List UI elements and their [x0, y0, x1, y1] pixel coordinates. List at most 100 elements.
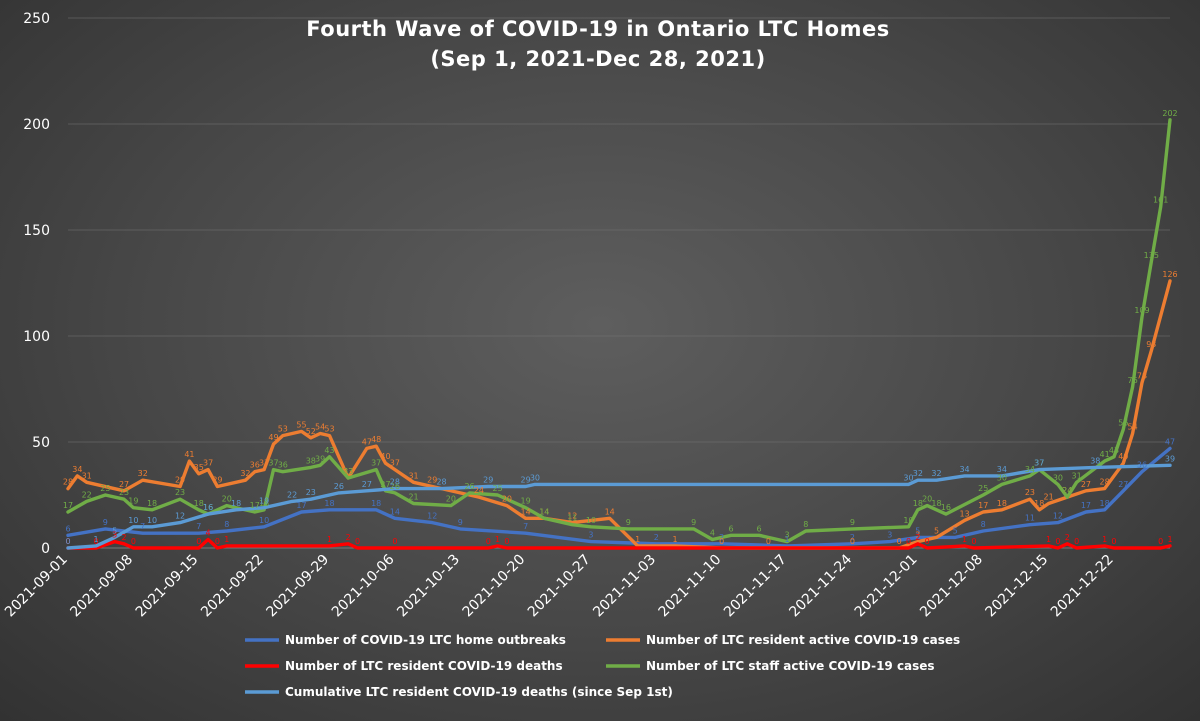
data-label: 40: [1118, 452, 1128, 461]
data-label: 31: [1072, 471, 1082, 480]
data-label: 16: [941, 503, 951, 512]
data-label: 10: [128, 516, 138, 525]
data-label: 29: [521, 476, 531, 485]
data-label: 39: [1165, 454, 1175, 463]
data-label: 1: [1167, 535, 1172, 544]
data-label: 20: [446, 495, 456, 504]
series-line: [66, 537, 1172, 550]
y-tick-label: 200: [23, 117, 50, 133]
data-label: 14: [605, 507, 615, 516]
data-label: 3: [915, 531, 920, 540]
data-label: 18: [324, 499, 334, 508]
data-label: 38: [1090, 456, 1100, 465]
y-tick-label: 0: [41, 541, 50, 557]
series-line: [66, 446, 1172, 548]
data-label: 0: [925, 537, 930, 546]
data-label: 56: [1118, 418, 1128, 427]
data-label: 21: [1043, 492, 1053, 501]
data-label: 24: [474, 486, 484, 495]
data-label: 23: [306, 488, 316, 497]
data-label: 2: [1065, 533, 1070, 542]
data-label: 31: [82, 471, 92, 480]
data-label: 18: [147, 499, 157, 508]
x-tick-label: 2021-12-01: [852, 552, 921, 621]
data-label: 16: [203, 503, 213, 512]
data-label: 25: [100, 484, 110, 493]
data-label: 18: [231, 499, 241, 508]
data-label: 49: [268, 433, 278, 442]
x-tick-label: 2021-11-10: [656, 552, 725, 621]
data-label: 1: [495, 535, 500, 544]
data-label: 0: [215, 537, 220, 546]
data-label: 43: [324, 446, 334, 455]
series-line: [66, 279, 1172, 550]
data-label: 27: [119, 480, 129, 489]
data-label: 37: [259, 459, 269, 468]
x-tick-label: 2021-11-17: [721, 552, 790, 621]
data-label: 3: [887, 531, 892, 540]
data-label: 22: [82, 490, 92, 499]
data-label: 2: [346, 533, 351, 542]
data-label: 161: [1153, 196, 1168, 205]
data-label: 0: [971, 537, 976, 546]
data-label: 30: [1053, 473, 1063, 482]
data-label: 9: [626, 518, 631, 527]
data-label: 1: [672, 535, 677, 544]
data-label: 0: [504, 537, 509, 546]
chart-subtitle: (Sep 1, 2021-Dec 28, 2021): [430, 47, 765, 71]
x-tick-label: 2021-10-27: [525, 552, 594, 621]
data-label: 27: [1081, 480, 1091, 489]
data-label: 6: [65, 524, 70, 533]
x-tick-label: 2021-11-24: [786, 551, 855, 620]
series-lines: [66, 118, 1172, 550]
data-label: 7: [523, 522, 528, 531]
data-label: 17: [63, 501, 73, 510]
data-label: 17: [296, 501, 306, 510]
data-label: 27: [362, 480, 372, 489]
data-label: 2: [719, 533, 724, 542]
data-label: 34: [997, 465, 1007, 474]
y-axis: 0 50 100 150 200 250: [23, 11, 50, 557]
data-label: 34: [1025, 465, 1035, 474]
data-label: 22: [287, 490, 297, 499]
data-label: 0: [897, 537, 902, 546]
x-tick-label: 2021-12-08: [917, 552, 986, 621]
data-label: 202: [1162, 109, 1177, 118]
data-label: 14: [521, 507, 531, 516]
data-label: 23: [119, 488, 129, 497]
data-label: 8: [803, 520, 808, 529]
data-label: 0: [1158, 537, 1163, 546]
data-label: 0: [392, 537, 397, 546]
data-label: 29: [427, 476, 437, 485]
data-label: 29: [175, 476, 185, 485]
data-label: 5: [915, 526, 920, 535]
x-tick-label: 2021-09-29: [263, 552, 332, 621]
x-axis: 2021-09-012021-09-082021-09-152021-09-22…: [2, 551, 1117, 620]
data-label: 33: [343, 467, 353, 476]
data-label: 38: [306, 456, 316, 465]
y-tick-label: 50: [32, 435, 50, 451]
data-label: 54: [1128, 423, 1138, 432]
x-tick-label: 2021-12-15: [983, 552, 1052, 621]
data-label: 26: [390, 482, 400, 491]
data-label: 14: [390, 507, 400, 516]
data-label: 0: [93, 537, 98, 546]
data-label: 23: [175, 488, 185, 497]
data-label: 18: [913, 499, 923, 508]
data-label: 27: [1118, 480, 1128, 489]
data-label: 32: [138, 469, 148, 478]
data-label: 32: [931, 469, 941, 478]
y-tick-label: 100: [23, 329, 50, 345]
data-label: 55: [296, 420, 306, 429]
legend: Number of COVID-19 LTC home outbreaks Num…: [245, 633, 960, 699]
x-tick-label: 2021-09-15: [133, 552, 202, 621]
data-label: 36: [250, 461, 260, 470]
data-label: 39: [315, 454, 325, 463]
data-label: 9: [691, 518, 696, 527]
data-label: 8: [224, 520, 229, 529]
data-label: 21: [408, 492, 418, 501]
data-label: 0: [131, 537, 136, 546]
data-label: 0: [65, 537, 70, 546]
legend-label: Cumulative LTC resident COVID-19 deaths …: [285, 685, 673, 699]
